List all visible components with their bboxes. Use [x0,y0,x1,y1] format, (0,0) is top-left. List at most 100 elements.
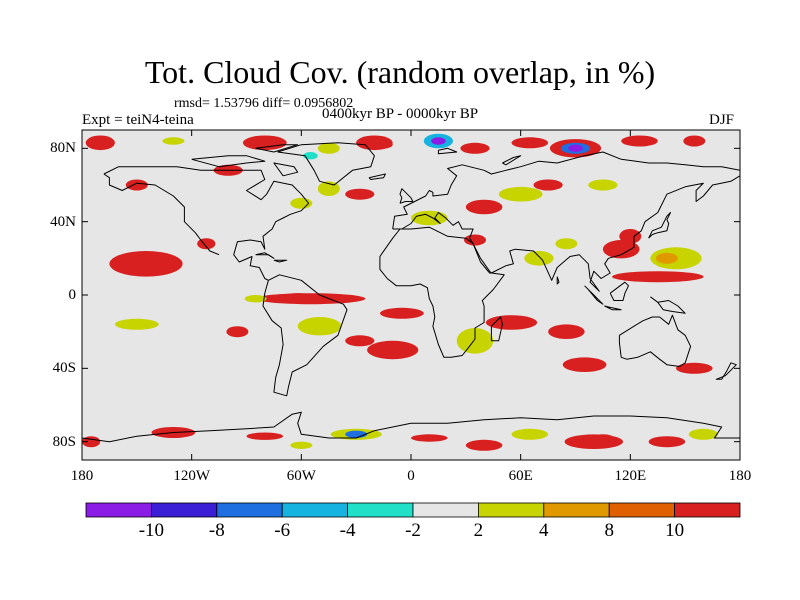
anomaly-region-23 [555,238,578,250]
colorbar-swatch-6 [477,502,545,518]
anomaly-region-49 [568,144,583,152]
anomaly-region-44 [431,137,446,145]
anomaly-region-7 [244,295,267,303]
coastline-1 [103,173,220,256]
anomaly-region-33 [125,179,148,191]
experiment-label: Expt = teiN4-teina [82,112,194,128]
coastline-21 [502,155,522,166]
lon-label: 180 [70,468,94,484]
anomaly-region-58 [411,434,448,442]
lon-label: 60W [286,468,316,484]
colorbar-swatch-8 [608,502,676,518]
anomaly-region-10 [380,307,424,319]
coastline-0 [103,166,348,397]
anomaly-region-36 [93,141,108,149]
colorbar-label: -8 [208,520,225,541]
coastline-15 [82,411,740,443]
anomaly-region-9 [345,335,375,347]
colorbar-swatch-7 [543,502,610,518]
coastline-5 [379,226,505,358]
anomaly-region-42 [303,152,318,160]
coastline-7 [618,314,692,367]
lon-label: 180 [728,468,752,484]
coastline-12 [609,281,629,301]
anomaly-region-17 [612,271,704,283]
anomaly-region-13 [485,315,538,330]
colorbar-label: 2 [473,520,484,541]
anomaly-region-29 [464,234,486,246]
lon-label: 120W [173,468,210,484]
anomaly-region-22 [524,250,554,266]
coastline-13 [650,296,686,314]
anomaly-region-62 [591,434,614,442]
anomaly-region-1 [127,260,165,272]
colorbar-swatch-2 [216,502,283,518]
anomaly-region-11 [367,340,419,360]
coastline-10 [584,285,604,305]
anomaly-region-46 [511,137,549,149]
colorbar [85,502,741,518]
anomaly-region-12 [456,328,494,354]
anomaly-region-56 [345,430,368,438]
anomaly-region-57 [290,441,313,449]
coastline-4 [392,175,740,292]
coastline-14 [715,362,737,380]
anomaly-region-40 [374,141,393,149]
colorbar-label: -4 [339,520,356,541]
lon-label: 60E [508,468,533,484]
colorbar-label: 10 [665,520,685,541]
colorbar-label: -6 [274,520,291,541]
coastline-24 [273,162,299,177]
anomaly-region-16 [676,362,713,374]
anomaly-region-41 [317,142,340,154]
map-background [82,130,740,460]
coastline-19 [368,173,386,180]
coastline-17 [255,252,275,259]
coastline-22 [191,155,266,168]
anomaly-region-64 [688,428,719,440]
anomaly-region-60 [511,428,549,440]
colorbar-swatch-9 [674,502,741,518]
anomaly-region-51 [683,135,706,147]
colorbar-swatch-0 [85,502,152,518]
anomaly-region-3 [255,293,366,305]
coastlines [82,142,740,443]
colorbar-label: -10 [138,520,165,541]
coastline-20 [437,147,458,155]
chart-title: Tot. Cloud Cov. (random overlap, in %) [144,54,656,90]
coastline-16 [556,276,560,285]
anomaly-region-52 [162,137,185,145]
anomaly-region-59 [465,439,503,451]
anomaly-region-25 [465,199,503,215]
lat-label: 80N [50,140,76,157]
coastline-6 [490,316,503,342]
lat-label: 80S [52,433,76,450]
colorbar-swatch-1 [150,502,218,518]
season-label: DJF [709,112,735,128]
anomaly-region-19 [655,252,678,264]
coastline-11 [604,305,622,311]
colorbar-label: 8 [604,520,614,541]
anomaly-region-27 [588,179,618,191]
anomaly-region-63 [648,436,686,448]
anomaly-region-50 [621,135,658,147]
coastline-3 [392,151,740,230]
anomaly-region-28 [411,210,448,226]
lat-label: 0 [68,287,77,303]
anomaly-region-8 [297,317,342,336]
coastline-18 [273,259,288,263]
lat-label: 40N [50,213,76,230]
lon-label: 0 [407,468,415,484]
anomaly-region-15 [562,357,607,373]
anomaly-fields [82,133,719,451]
coastline-2 [277,142,375,186]
colorbar-label: 4 [539,520,549,541]
lat-label: 40S [52,360,76,377]
coastline-23 [255,144,299,153]
anomaly-region-2 [197,238,216,250]
anomaly-region-54 [246,432,284,440]
lon-label: 120E [614,468,647,484]
anomaly-region-24 [498,186,543,202]
anomaly-region-20 [602,240,640,259]
